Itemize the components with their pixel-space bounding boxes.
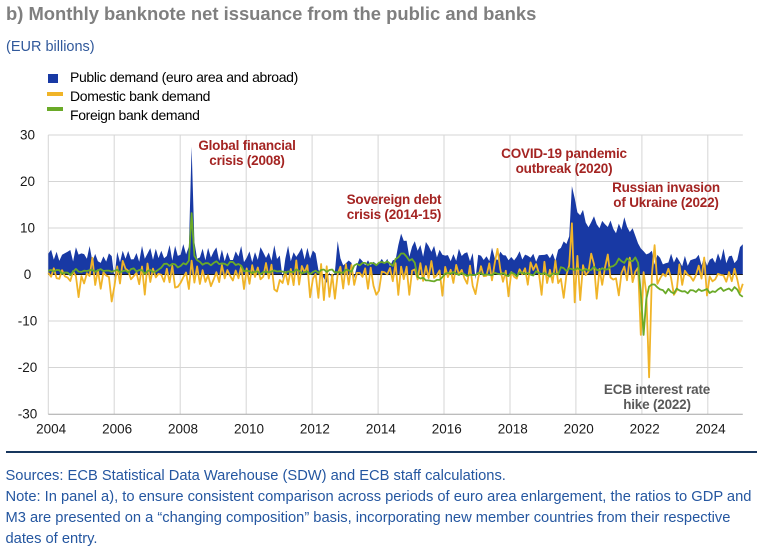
svg-text:2016: 2016 [432, 422, 462, 437]
svg-text:2008: 2008 [168, 422, 198, 437]
svg-text:2020: 2020 [564, 422, 594, 437]
svg-text:-10: -10 [18, 314, 38, 329]
svg-text:-20: -20 [18, 360, 38, 375]
svg-text:20: 20 [20, 174, 35, 189]
svg-text:2018: 2018 [498, 422, 528, 437]
svg-text:2012: 2012 [300, 422, 330, 437]
svg-text:2022: 2022 [630, 422, 660, 437]
svg-text:2006: 2006 [102, 422, 132, 437]
svg-text:30: 30 [20, 128, 35, 143]
svg-text:2014: 2014 [366, 422, 397, 437]
svg-text:2004: 2004 [36, 422, 67, 437]
svg-text:-30: -30 [18, 407, 38, 422]
svg-text:2024: 2024 [696, 422, 727, 437]
svg-text:10: 10 [20, 221, 35, 236]
svg-text:2010: 2010 [234, 422, 264, 437]
svg-text:0: 0 [24, 267, 32, 282]
